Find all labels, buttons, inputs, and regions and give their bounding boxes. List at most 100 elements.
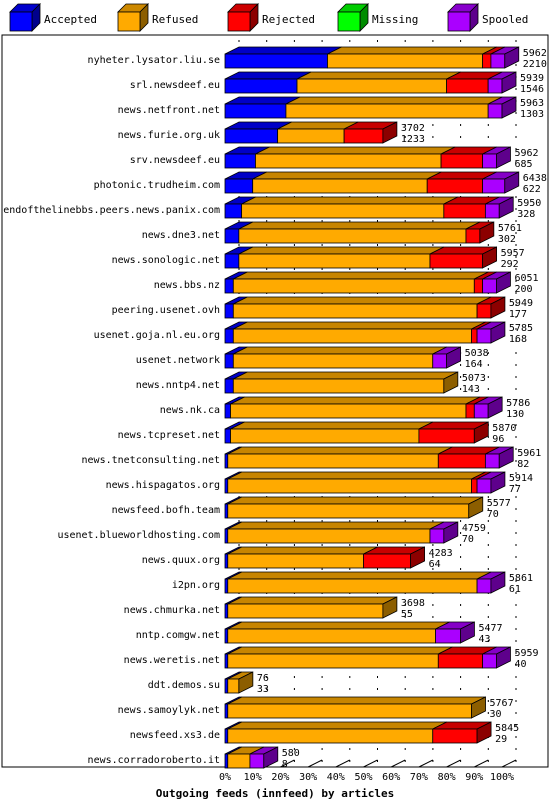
category-label: news.quux.org: [142, 555, 220, 566]
value-label-accepted: 82: [517, 459, 529, 470]
bar-end-face: [238, 671, 254, 694]
bar-row-news-furie-org-uk: [224, 121, 398, 144]
value-label-total: 5761: [498, 223, 522, 234]
bar-segment-refused: [227, 621, 450, 644]
value-label-total: 5950: [517, 198, 541, 209]
bar-segment-spooled: [473, 396, 503, 419]
bar-row-ddt-demos-su: [224, 671, 254, 694]
category-label: news.chmurka.net: [124, 605, 220, 616]
value-label-accepted: 64: [429, 559, 441, 570]
bar-segment-accepted: [224, 121, 292, 144]
bar-end-face: [490, 296, 506, 319]
value-labels: 5962221059391546596313033702123359626856…: [257, 48, 547, 770]
bar-segment-refused: [227, 446, 453, 469]
value-label-accepted: 1546: [520, 84, 544, 95]
value-label-accepted: 55: [401, 609, 413, 620]
bar-end-face: [490, 571, 506, 594]
category-label: news.netfront.net: [118, 105, 220, 116]
value-label-total: 5861: [509, 573, 533, 584]
bar-segment-spooled: [476, 571, 506, 594]
legend-swatch-refused: [117, 3, 149, 32]
bar-segment-refused: [227, 596, 398, 619]
bar-segment-refused: [232, 346, 447, 369]
bar-end-face: [471, 696, 486, 719]
bar-segment-accepted: [224, 46, 342, 69]
bar-end-face: [490, 471, 506, 494]
value-label-total: 580: [282, 748, 300, 759]
bar-end-face: [443, 371, 459, 394]
x-tick-label: 50%: [354, 772, 372, 783]
x-tick-label: 80%: [438, 772, 456, 783]
bar-segment-refused: [232, 296, 492, 319]
bar-row-news-nntp4-net: [224, 371, 459, 394]
bar-end-face: [263, 746, 279, 769]
value-label-accepted: 77: [509, 484, 521, 495]
bar-row-news-corradoroberto-it: [224, 746, 279, 769]
bar-segment-refused: [232, 271, 489, 294]
bar-segment-rejected: [440, 146, 497, 169]
value-label-total: 5038: [465, 348, 489, 359]
bar-end-face: [382, 596, 398, 619]
value-label-total: 5786: [506, 398, 530, 409]
legend-label-missing: Missing: [372, 13, 418, 26]
bar-end-face: [504, 46, 520, 69]
bar-end-face: [504, 171, 520, 194]
category-label: news.dne3.net: [142, 230, 220, 241]
bar-segment-accepted: [224, 71, 312, 94]
value-label-accepted: 685: [514, 159, 532, 170]
bar-end-face: [501, 71, 517, 94]
bar-segment-refused: [230, 421, 434, 444]
category-label: srl.newsdeef.eu: [130, 80, 220, 91]
bar-end-face: [468, 496, 484, 519]
bar-segment-refused: [227, 746, 265, 769]
value-label-accepted: 622: [523, 184, 541, 195]
category-label: ddt.demos.su: [148, 680, 220, 691]
bar-row-news-nk-ca: [224, 396, 503, 419]
bar-segment-refused: [327, 46, 497, 69]
legend-swatch-accepted: [9, 3, 41, 32]
value-label-accepted: 30: [490, 709, 502, 720]
value-label-total: 6051: [514, 273, 538, 284]
bar-segment-refused: [232, 321, 486, 344]
bar-segment-spooled: [476, 471, 506, 494]
bar-segment-refused: [296, 71, 461, 94]
category-label: usenet.network: [136, 355, 220, 366]
bar-segment-spooled: [432, 346, 461, 369]
x-tick-label: 90%: [465, 772, 483, 783]
bar-segment-refused: [285, 96, 503, 119]
bar-end-face: [443, 521, 459, 544]
value-label-total: 5963: [520, 98, 544, 109]
value-label-accepted: 1303: [520, 109, 544, 120]
category-label: endofthelinebbs.peers.news.panix.com: [3, 205, 220, 216]
category-label: usenet.goja.nl.eu.org: [94, 330, 220, 341]
value-label-accepted: 328: [517, 209, 535, 220]
x-tick-label: 30%: [299, 772, 317, 783]
value-label-total: 5870: [492, 423, 516, 434]
bar-row-usenet-network: [224, 346, 462, 369]
value-label-total: 5845: [495, 723, 519, 734]
category-label: peering.usenet.ovh: [112, 305, 220, 316]
value-label-total: 5939: [520, 73, 544, 84]
bar-segment-refused: [232, 371, 459, 394]
value-label-accepted: 168: [509, 334, 527, 345]
bar-segment-spooled: [482, 646, 511, 669]
value-label-total: 6438: [523, 173, 547, 184]
bar-segment-refused: [227, 521, 445, 544]
value-label-total: 5962: [523, 48, 547, 59]
legend: Accepted Refused Rejected Missing Spooled: [9, 3, 528, 32]
plot-frame: [1, 34, 549, 768]
bar-segment-refused: [227, 696, 486, 719]
value-label-accepted: 177: [509, 309, 527, 320]
bar-segment-rejected: [476, 296, 506, 319]
value-label-total: 5477: [478, 623, 502, 634]
tick-mark: [335, 759, 351, 768]
category-label: usenet.blueworldhosting.com: [57, 530, 220, 541]
legend-label-spooled: Spooled: [482, 13, 528, 26]
value-label-total: 5957: [501, 248, 525, 259]
bar-end-face: [473, 421, 489, 444]
bar-segment-refused: [227, 646, 453, 669]
bar-segment-spooled: [484, 446, 514, 469]
x-tick-label: 100%: [490, 772, 514, 783]
category-label: news.weretis.net: [124, 655, 220, 666]
bar-row-news-tnetconsulting-net: [224, 446, 514, 469]
